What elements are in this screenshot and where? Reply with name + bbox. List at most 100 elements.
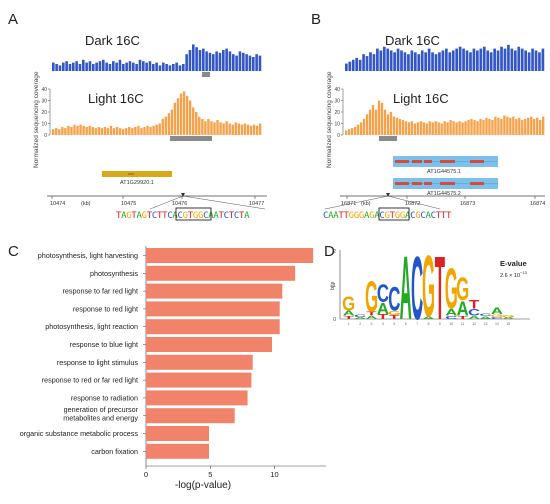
- panel-b-zoom-line-right: [387, 195, 441, 210]
- panel-a-light-yaxis: 0 10 20 30 40: [41, 87, 51, 139]
- panel-a-dark-coverage-bar: [205, 51, 208, 71]
- panel-b-dark-coverage-bar: [500, 46, 503, 71]
- panel-a-light-coverage-bar: [173, 102, 177, 135]
- panel-d-logo-letter: T: [378, 313, 388, 321]
- panel-b-gene-model-2: [393, 156, 498, 167]
- panel-b-light-coverage-bar: [500, 118, 503, 135]
- panel-c-bar: [146, 354, 253, 370]
- panel-b-ylabel: Normalized sequencing coverage: [326, 71, 333, 168]
- panel-b-light-coverage-bar: [464, 121, 467, 135]
- panel-d-logo-letter: G: [422, 238, 435, 335]
- panel-b-dark-coverage-bar: [389, 50, 393, 71]
- panel-b-dark-coverage-bar: [372, 54, 376, 71]
- panel-a-tick-3: 10476: [172, 201, 187, 207]
- panel-a-light-yaxis-tick-label: 20: [41, 110, 47, 116]
- panel-d-logo-letter: T: [366, 311, 377, 317]
- panel-d-position-label: 3: [371, 322, 373, 326]
- panel-c-bar: [146, 301, 280, 317]
- panel-a-dark-coverage-bar: [105, 62, 108, 71]
- panel-a-light-coverage-bar: [188, 100, 192, 135]
- panel-b-dark-coverage-bar: [362, 54, 365, 71]
- panel-a-dark-coverage-bar: [182, 64, 185, 71]
- panel-a-dark-coverage-bar: [95, 62, 98, 71]
- panel-d-logo-letter: G: [365, 273, 378, 322]
- panel-a-light-coverage-bar: [137, 125, 140, 135]
- panel-a-sequence-text: TAGTAGTCTTCACGTGGCAATCTCTA: [116, 211, 250, 221]
- panel-a-light-coverage-bar: [82, 125, 85, 135]
- panel-d-position-label: 14: [495, 322, 499, 326]
- panel-c-letter: C: [8, 243, 19, 260]
- panel-a-light-coverage-bar: [225, 121, 228, 135]
- panel-a-dark-coverage-bar: [245, 54, 248, 71]
- panel-b-genomic-axis: [340, 195, 545, 199]
- panel-a-dark-coverage-bar: [235, 55, 238, 71]
- panel-b-light-coverage-bar: [539, 120, 542, 135]
- panel-a-dark-coverage-bar: [128, 61, 132, 71]
- panel-b-dark-coverage-bar: [489, 52, 493, 71]
- panel-a-light-coverage-bar: [228, 123, 231, 135]
- panel-c-xtick-label: 5: [208, 470, 212, 479]
- panel-c-category-label: response to far red light: [62, 287, 138, 296]
- panel-b-dark-coverage-bar: [527, 52, 531, 71]
- panel-b-light-coverage-bar: [524, 118, 527, 135]
- panel-d-logo-letter: T: [469, 299, 480, 312]
- panel-b-dark-coverage-bar: [407, 54, 410, 71]
- panel-d-logo-letter: A: [365, 315, 377, 320]
- panel-a-light-coverage-bar: [85, 126, 88, 135]
- panel-b-sequence: CAATTGGGAGACGTGGACGCACTTT: [323, 207, 452, 221]
- panel-a-dark-coverage-bar: [192, 44, 195, 71]
- panel-c-category-label: response to radiation: [71, 393, 138, 402]
- panel-b-dark-coverage-bar: [486, 50, 490, 71]
- panel-a-light-coverage-bar: [161, 118, 164, 135]
- panel-d-ytick-1: 1: [333, 283, 336, 289]
- panel-a-dark-coverage-bar: [152, 64, 155, 71]
- panel-d-logo-letter: G: [388, 310, 401, 316]
- panel-b-light-coverage-bar: [449, 120, 452, 135]
- panel-a-light-coverage-bar: [100, 128, 104, 135]
- panel-b-dark-coverage-bar: [441, 50, 445, 71]
- panel-b-dark-coverage-bar: [503, 48, 507, 71]
- panel-d-position-label: 2: [359, 322, 361, 326]
- panel-c-bar: [146, 426, 209, 441]
- panel-a-light-coverage-bar: [231, 124, 234, 135]
- panel-c-category-label: organic substance metabolic process: [20, 429, 139, 438]
- panel-d-logo-letter: A: [354, 316, 367, 319]
- panel-c-bar: [146, 283, 283, 299]
- panel-a-dark-coverage-bar: [172, 64, 175, 71]
- panel-b-light-coverage-bar: [542, 116, 545, 135]
- panel-a-motif-box: [175, 207, 212, 221]
- panel-a-light-label: Light 16C: [88, 91, 144, 106]
- panel-a-dark-coverage-bar: [162, 62, 165, 71]
- panel-b-dark-coverage-bar: [451, 50, 455, 71]
- panel-b-dark-coverage-bar: [424, 52, 427, 71]
- panel-a-light-coverage-bar: [179, 93, 183, 135]
- panel-b-light-coverage-bar: [347, 129, 351, 135]
- panel-a-dark-coverage-bar: [122, 64, 125, 71]
- panel-a-dark-coverage-bar: [78, 64, 82, 71]
- panel-b-dark-coverage-bar: [462, 48, 465, 71]
- panel-b-light-coverage-bar: [389, 112, 393, 135]
- panel-d-logo-letter: A: [400, 238, 412, 338]
- panel-b-dark-coverage-bar: [403, 52, 407, 71]
- panel-a-light-coverage-bar: [237, 123, 241, 135]
- panel-a-light-coverage-bar: [222, 123, 225, 135]
- panel-b-light-coverage-bar: [404, 121, 408, 135]
- panel-b-light-coverage-bar: [371, 105, 375, 135]
- panel-a-light-coverage-bar: [167, 113, 171, 135]
- panel-d-letter: D: [324, 243, 335, 260]
- panel-c-bar: [146, 390, 248, 406]
- panel-b-light-coverage-bar: [425, 123, 428, 135]
- panel-b-dark-coverage-bar: [365, 56, 369, 71]
- panel-c-category-label: response to red or far red light: [42, 376, 138, 385]
- panel-d-ytick-0: 0: [333, 317, 336, 323]
- panel-a-dark-coverage-bar: [108, 64, 112, 71]
- panel-a-light-coverage-bar: [204, 121, 207, 135]
- panel-a-dark-coverage-bar: [85, 62, 88, 71]
- panel-b-light-coverage-bar: [530, 116, 533, 135]
- panel-b-dark-coverage-bar: [382, 46, 386, 71]
- panel-a-dark-peak-marker: [202, 72, 210, 77]
- panel-a-dark-coverage-bar: [92, 64, 95, 71]
- panel-b-dark-coverage-bar: [393, 52, 396, 71]
- panel-a-dark-coverage-bar: [148, 61, 152, 71]
